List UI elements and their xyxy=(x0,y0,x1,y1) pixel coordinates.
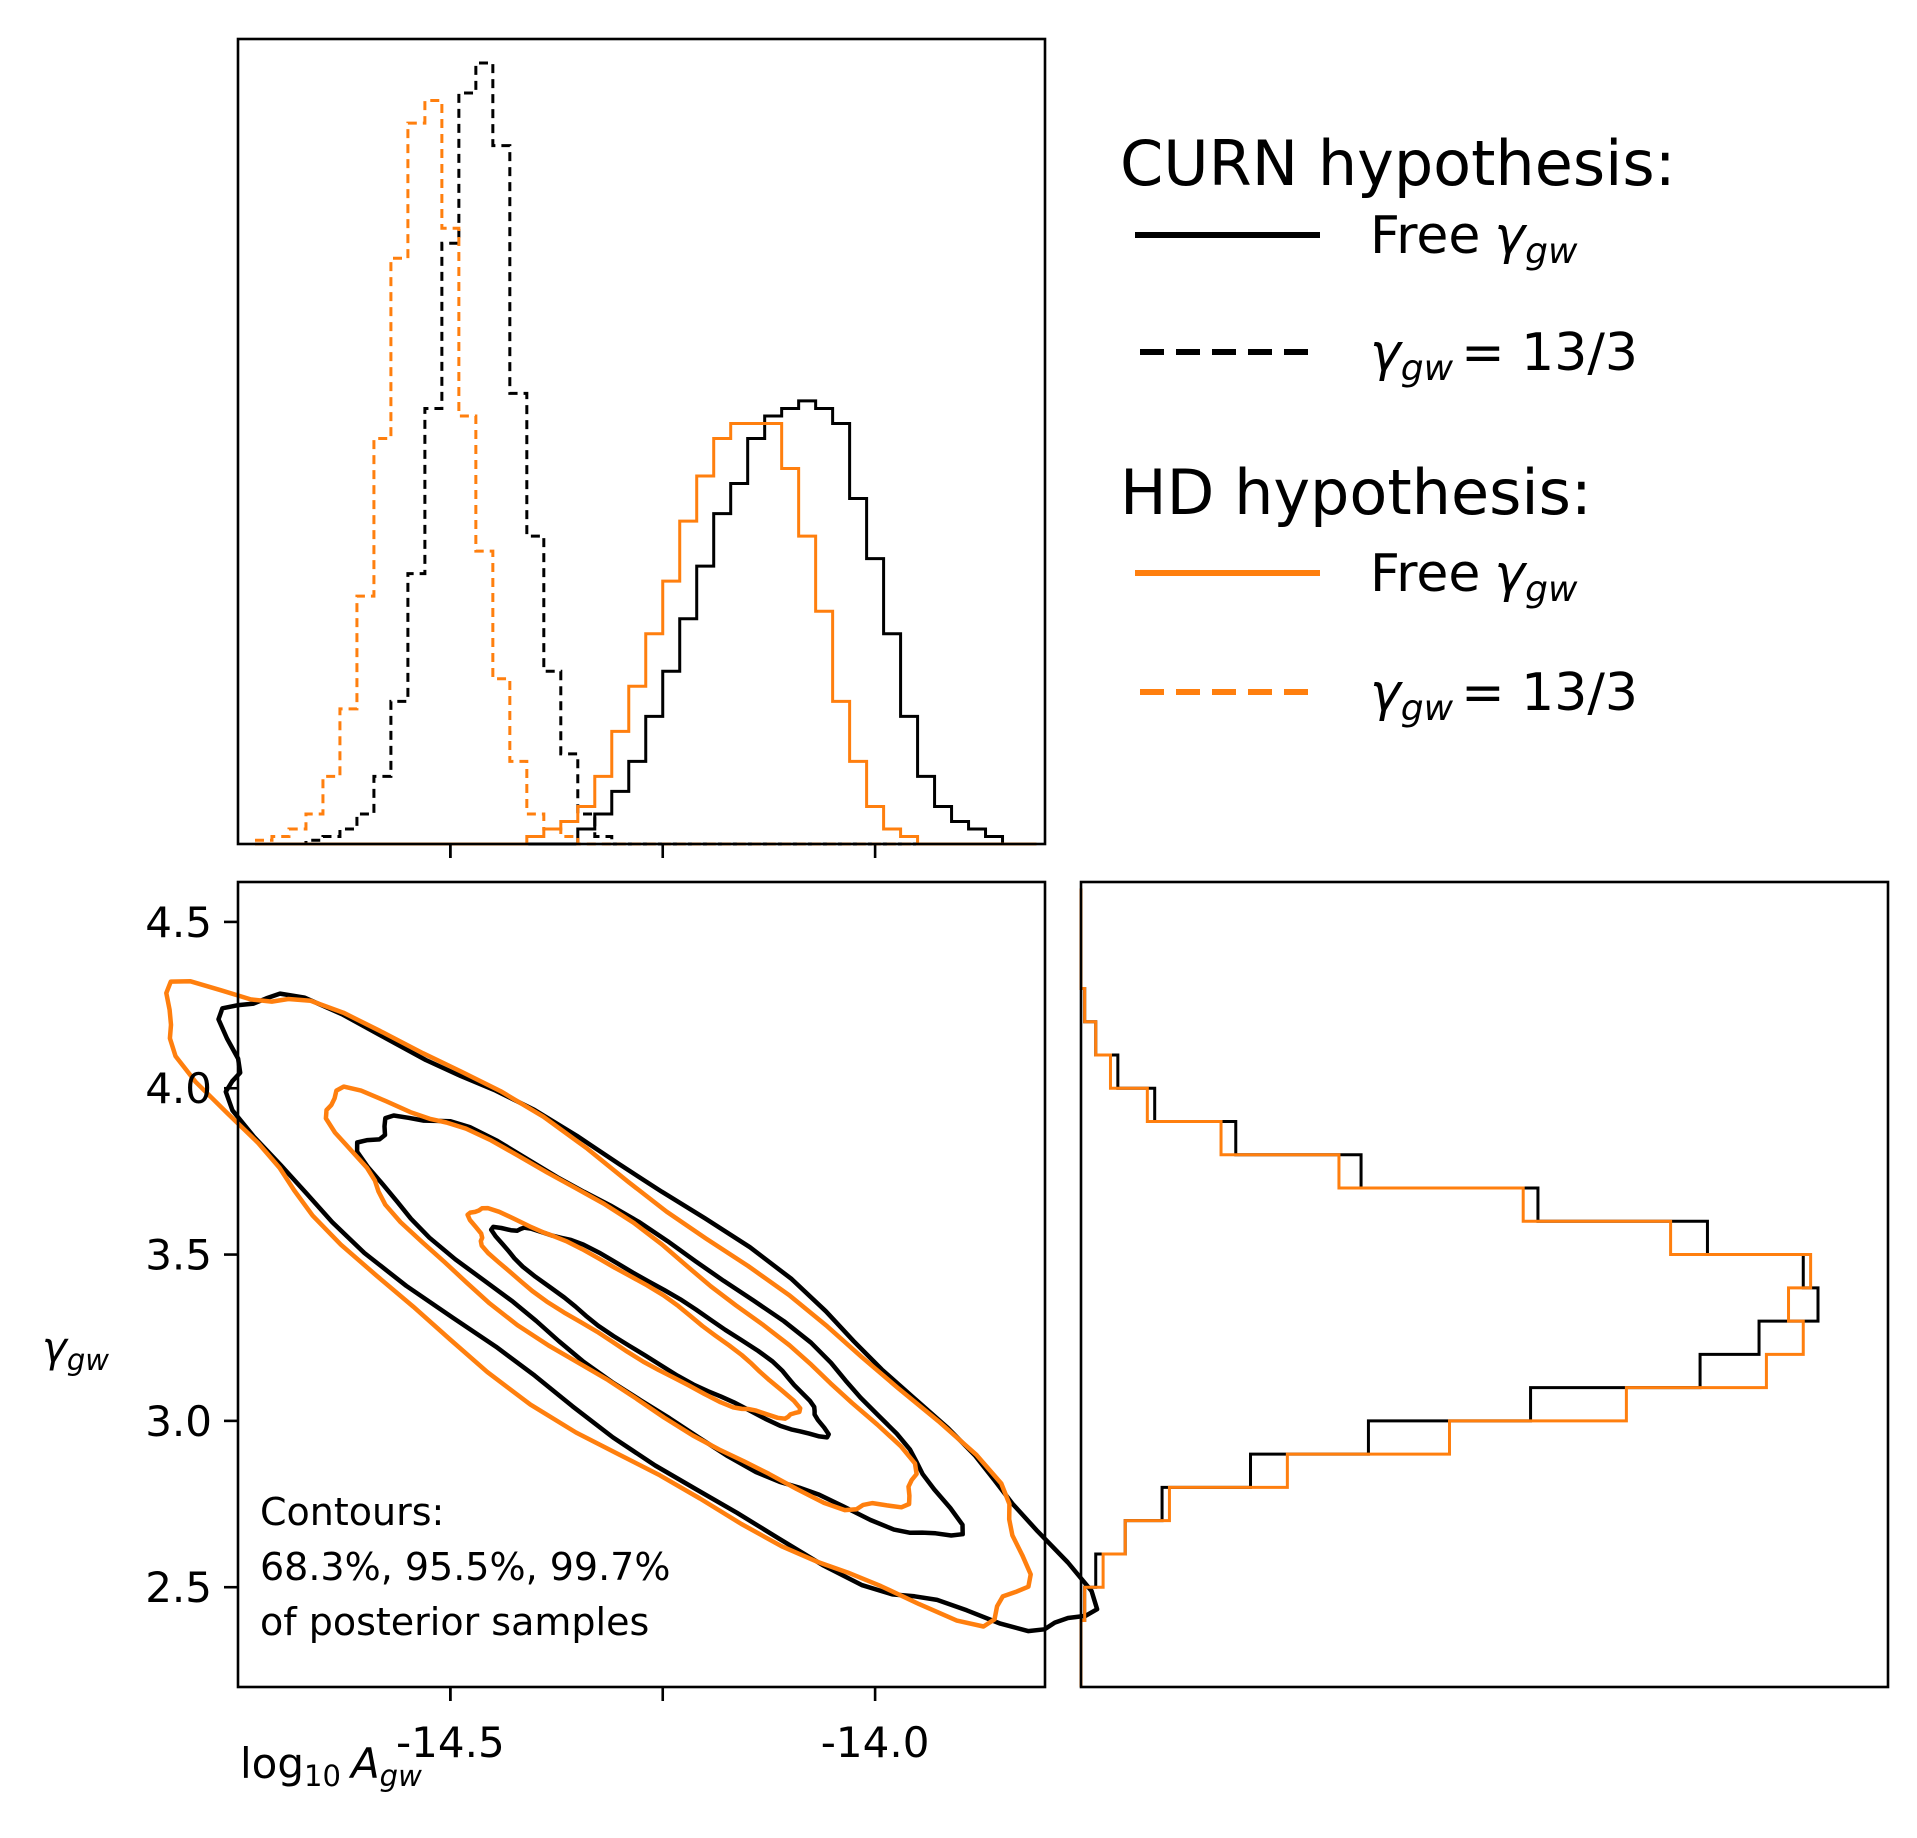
legend-hd-free-gamma: γ xyxy=(1494,544,1528,604)
x-axis-label-sub: gw xyxy=(380,1759,422,1793)
amplitude-histogram-frame xyxy=(236,37,1047,846)
contour-xtick-label-0: -14.5 xyxy=(396,1718,505,1767)
contour-curn-0 xyxy=(488,1224,831,1440)
contour-panel: -14.5 -14.0 2.5 3.0 3.5 4.0 4.5 Contours: 68.… xyxy=(42,880,1100,1793)
contour-ytick-label-1: 3.0 xyxy=(145,1397,212,1446)
legend-hd-fixed-gamma: γ xyxy=(1370,663,1404,723)
legend-curn-title: CURN hypothesis: xyxy=(1120,127,1676,200)
contour-yticks: 2.5 3.0 3.5 4.0 4.5 xyxy=(145,898,238,1612)
legend-hd-free-label: Free γgw xyxy=(1370,544,1578,610)
contour-curn-2 xyxy=(216,991,1100,1634)
y-axis-label-var: γ xyxy=(42,1323,69,1372)
contour-ytick-label-0: 2.5 xyxy=(145,1563,212,1612)
gamma-histogram-panel xyxy=(1079,880,1890,1689)
amplitude-histogram-xticks xyxy=(449,844,877,858)
contour-hd-2 xyxy=(164,979,1033,1629)
contour-ytick-label-3: 4.0 xyxy=(145,1064,212,1113)
gamma-histogram-steps xyxy=(1079,888,1820,1687)
legend-curn-fixed-sub: gw xyxy=(1401,348,1454,389)
contour-curn-1 xyxy=(354,1113,965,1538)
amplitude-histogram-steps xyxy=(254,61,1037,846)
legend-curn-free-gamma: γ xyxy=(1494,206,1528,266)
amplitude-hist-series-0 xyxy=(254,399,1037,846)
y-axis-label: γgw xyxy=(42,1323,109,1377)
contour-ytick-label-4: 4.5 xyxy=(145,898,212,947)
legend-curn-free-sub: gw xyxy=(1525,231,1578,272)
x-axis-label: log10 Agw xyxy=(240,1739,422,1793)
legend-curn-fixed-label: γgw = 13/3 xyxy=(1370,323,1638,389)
legend-hd-title: HD hypothesis: xyxy=(1120,456,1592,529)
legend-hd-free-sub: gw xyxy=(1525,569,1578,610)
x-axis-label-log: log xyxy=(240,1739,304,1788)
y-axis-label-sub: gw xyxy=(67,1343,109,1377)
legend-curn-fixed-value: = 13/3 xyxy=(1461,323,1638,383)
contour-note-line1: Contours: xyxy=(260,1490,444,1534)
amplitude-hist-series-1 xyxy=(254,61,1037,846)
amplitude-histogram-panel xyxy=(236,37,1047,858)
legend-hd-fixed-label: γgw = 13/3 xyxy=(1370,663,1638,729)
x-axis-label-var: A xyxy=(348,1739,380,1788)
contour-hd-0 xyxy=(465,1205,803,1421)
contour-hd-1 xyxy=(323,1084,919,1513)
contour-frame xyxy=(236,880,1047,1689)
gamma-histogram-frame xyxy=(1079,880,1890,1689)
contour-xticks: -14.5 -14.0 xyxy=(396,1687,929,1767)
contour-lines xyxy=(164,979,1100,1634)
legend-curn-fixed-gamma: γ xyxy=(1370,323,1404,383)
amplitude-hist-series-2 xyxy=(254,421,1037,846)
gamma-hist-series-0 xyxy=(1079,888,1820,1687)
contour-xtick-label-1: -14.0 xyxy=(821,1718,930,1767)
legend-curn-free-label: Free γgw xyxy=(1370,206,1578,272)
contour-note-line3: of posterior samples xyxy=(260,1600,649,1644)
contour-note-line2: 68.3%, 95.5%, 99.7% xyxy=(260,1545,670,1589)
legend-hd-fixed-value: = 13/3 xyxy=(1461,663,1638,723)
legend: CURN hypothesis: Free γgw γgw = 13/3 HD hy… xyxy=(1120,127,1676,729)
legend-hd-fixed-sub: gw xyxy=(1401,688,1454,729)
legend-curn-free-text: Free xyxy=(1370,206,1480,266)
legend-hd-free-text: Free xyxy=(1370,544,1480,604)
contour-ytick-label-2: 3.5 xyxy=(145,1231,212,1280)
x-axis-label-base: 10 xyxy=(304,1759,341,1793)
gamma-hist-series-1 xyxy=(1079,888,1813,1687)
amplitude-hist-series-3 xyxy=(254,99,1037,846)
